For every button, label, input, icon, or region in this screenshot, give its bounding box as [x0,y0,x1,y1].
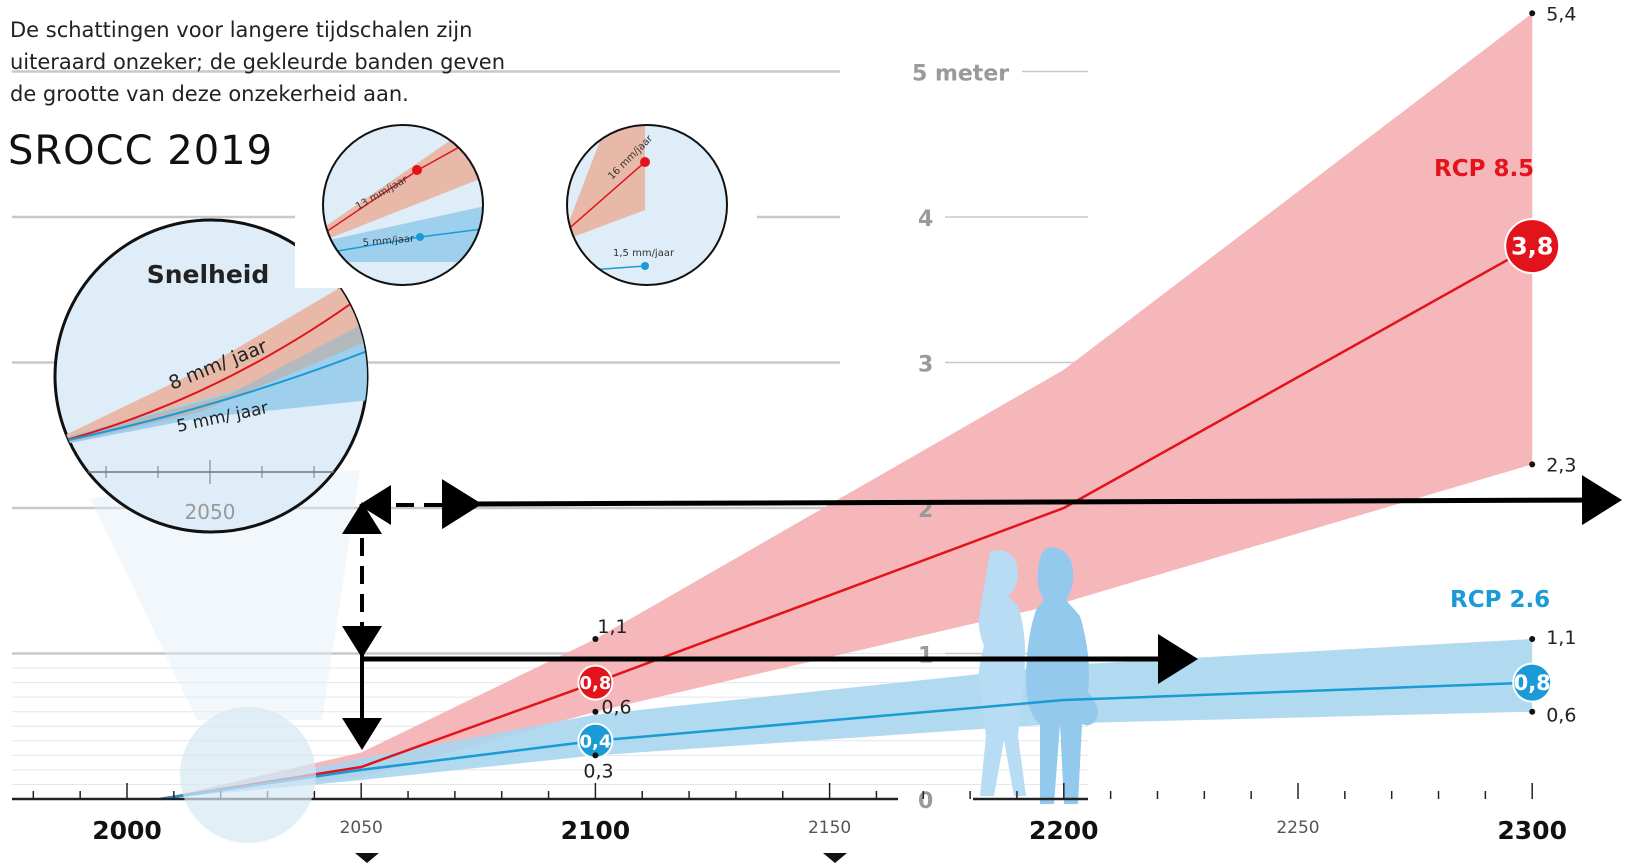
x-tick-label-2050: 2050 [340,818,383,838]
marker-2300-triangle [823,853,847,863]
rcp26-2300-low-dot [1529,708,1536,715]
inset-2100-blue-dot [416,233,424,241]
rcp26-2100-low-label: 0,3 [583,760,613,782]
rcp85-2300-high-dot [1529,10,1536,17]
inset-zoom-cone [90,470,360,720]
inset-red-line [55,289,367,444]
inset-blue-line [55,349,367,444]
y-tick-label-5: 5 meter [912,62,1009,87]
inset-snelheid: Snelheid 8 mm/ jaar 5 mm/ jaar 2050 [53,218,369,843]
person-left-silhouette [978,550,1026,796]
rcp26-2300-high-label: 1,1 [1546,627,1576,649]
inset-2300-red-dot [640,157,650,167]
srocc-label: SROCC 2019 [8,128,274,174]
inset-large-tick-label: 2050 [185,500,236,524]
inset-2300-blue-dot [641,262,649,270]
arrow-2m-long [441,475,1622,530]
x-tick-label-2150: 2150 [808,818,851,838]
series-label-rcp85: RCP 8.5 [1434,156,1534,182]
rcp85-2300-high-label: 5,4 [1546,3,1576,25]
person-right-silhouette [1026,547,1098,804]
annotation-arrows [342,475,1622,750]
inset-2300: 16 mm/jaar 1,5 mm/jaar [566,124,728,286]
badge-rcp26-2100-value: 0,4 [579,731,611,752]
inset-2300-outline [566,124,728,286]
rcp85-2100-low-dot [592,708,599,715]
badge-rcp85-2100-value: 0,8 [579,673,611,694]
badge-rcp26-2300-value: 0,8 [1514,671,1551,695]
inset-red-band [55,270,367,446]
y-tick-label-1: 1 [918,644,933,669]
inset-2100-red-dot [412,165,422,175]
x-tick-label-2100: 2100 [561,816,631,845]
rcp26-2300-low-label: 0,6 [1546,705,1576,727]
badge-rcp85-2100-circle [577,664,614,701]
y-tick-label-4: 4 [918,207,933,232]
inset-large-title: Snelheid [147,260,270,289]
band-rcp85 [159,13,1533,800]
inset-2100-rate-blue: 5 mm/jaar [362,233,415,249]
badge-rcp85-2300-value: 3,8 [1511,233,1554,261]
x-tick-label-2300: 2300 [1497,816,1567,845]
inset-2100-blue-band [323,205,483,262]
rcp85-2100-high-dot [592,635,599,642]
badge-rcp85-2300-circle [1504,218,1561,275]
inset-2300-rate-blue: 1,5 mm/jaar [613,248,675,259]
rcp85-2100-low-label: 0,6 [601,697,631,719]
inset-2100-red-band [323,125,483,242]
x-tick-label-2250: 2250 [1276,818,1319,838]
series-label-rcp26: RCP 2.6 [1450,587,1550,613]
marker-2100-triangle [355,853,379,863]
people-silhouette [978,547,1098,804]
rcp85-2300-low-dot [1529,461,1536,468]
x-tick-label-2000: 2000 [92,816,162,845]
inset-2300-red-band [567,125,645,240]
inset-2300-red-line [567,161,646,233]
rcp26-2300-high-dot [1529,635,1536,642]
x-tick-label-2200: 2200 [1029,816,1099,845]
rcp85-2100-high-label: 1,1 [597,616,627,638]
y-tick-label-3: 3 [918,353,933,378]
rcp26-2100-low-dot [592,752,599,759]
badge-rcp26-2300-circle [1512,662,1553,703]
inset-2100-outline [322,124,484,286]
inset-zoom-source-circle [180,707,316,843]
rcp85-2300-low-label: 2,3 [1546,454,1576,476]
y-tick-label-0: 0 [918,789,933,814]
description-text: De schattingen voor langere tijdschalen … [10,18,505,106]
